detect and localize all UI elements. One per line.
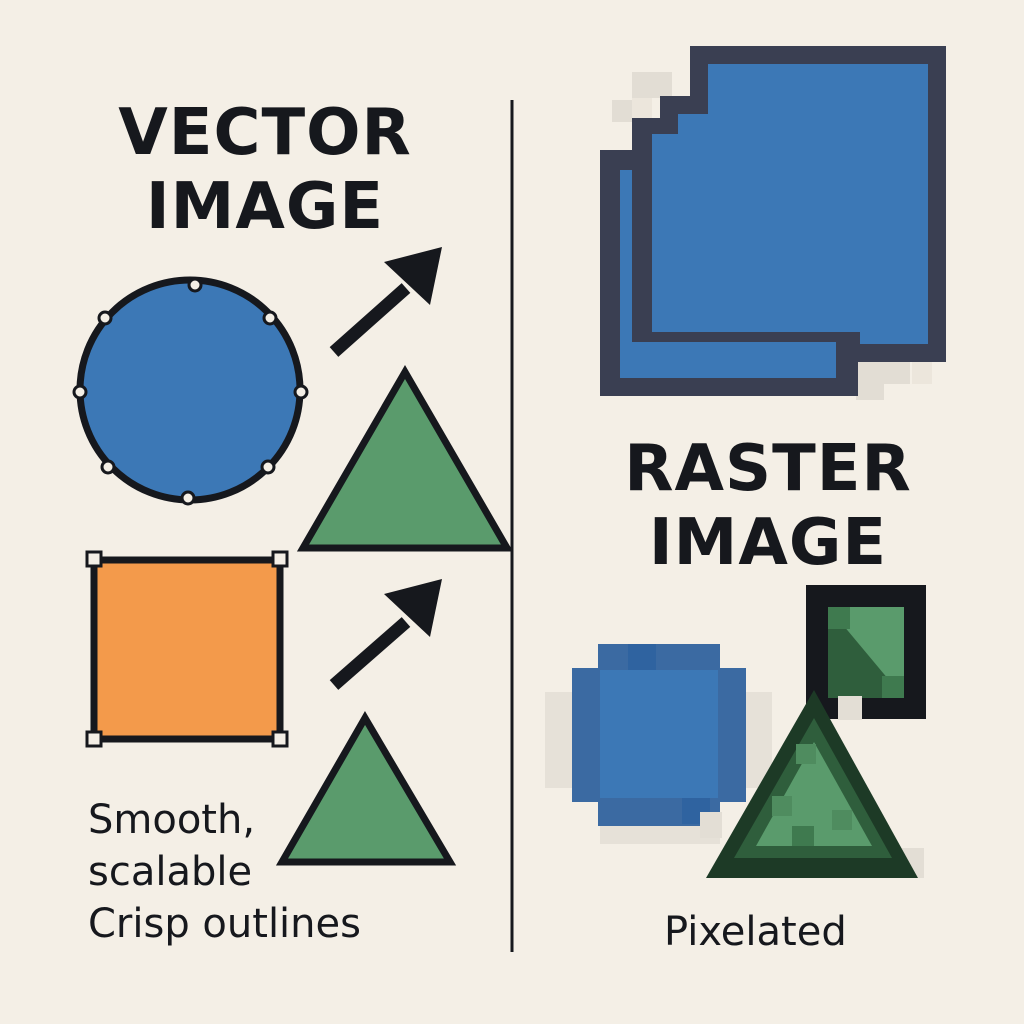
vector-caption: Smooth, scalable Crisp outlines bbox=[88, 794, 408, 950]
vector-triangle-small bbox=[275, 711, 457, 866]
vector-caption-line3: Crisp outlines bbox=[88, 901, 361, 947]
vector-caption-line2: scalable bbox=[88, 849, 253, 895]
vector-caption-line1: Smooth, bbox=[88, 797, 256, 843]
raster-heading-line2: IMAGE bbox=[648, 506, 888, 580]
vector-heading: VECTOR IMAGE bbox=[110, 96, 420, 244]
square-handles bbox=[85, 550, 289, 748]
pixelated-square-with-triangle bbox=[806, 585, 926, 719]
circle-anchor-points bbox=[72, 277, 309, 506]
pixelated-triangle bbox=[700, 690, 924, 878]
pixelated-circle bbox=[545, 644, 772, 844]
raster-heading-line1: RASTER bbox=[624, 432, 912, 506]
raster-heading: RASTER IMAGE bbox=[612, 432, 924, 580]
vector-heading-line1: VECTOR bbox=[118, 96, 412, 170]
vector-triangle-large bbox=[296, 365, 514, 552]
raster-caption: Pixelated bbox=[664, 909, 847, 955]
vector-heading-line2: IMAGE bbox=[145, 170, 385, 244]
arrow-up-right-icon bbox=[329, 579, 442, 690]
vector-square bbox=[85, 550, 289, 748]
vector-circle bbox=[72, 276, 309, 506]
arrow-up-right-icon bbox=[329, 247, 442, 357]
pixelated-square bbox=[600, 46, 946, 400]
